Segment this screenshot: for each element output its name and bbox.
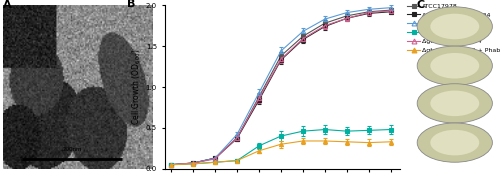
Legend: ATCC17978, ATCC17978 + Phab24, Δgtr9 + Phab24, Δgtr9::gtr9 + Phab24, ΔgtrOC3 + P: ATCC17978, ATCC17978 + Phab24, Δgtr9 + P… [408, 3, 500, 53]
Text: C: C [416, 0, 424, 10]
Ellipse shape [430, 14, 479, 39]
Text: 200nm: 200nm [62, 147, 82, 152]
Ellipse shape [417, 123, 492, 162]
Ellipse shape [417, 7, 492, 46]
Ellipse shape [430, 91, 479, 116]
Ellipse shape [430, 53, 479, 78]
Ellipse shape [417, 84, 492, 123]
Y-axis label: Cell Growth (OD$_{600}$): Cell Growth (OD$_{600}$) [130, 49, 143, 125]
Ellipse shape [430, 130, 479, 155]
Ellipse shape [417, 46, 492, 85]
Text: A: A [2, 0, 11, 10]
Text: B: B [127, 0, 136, 9]
